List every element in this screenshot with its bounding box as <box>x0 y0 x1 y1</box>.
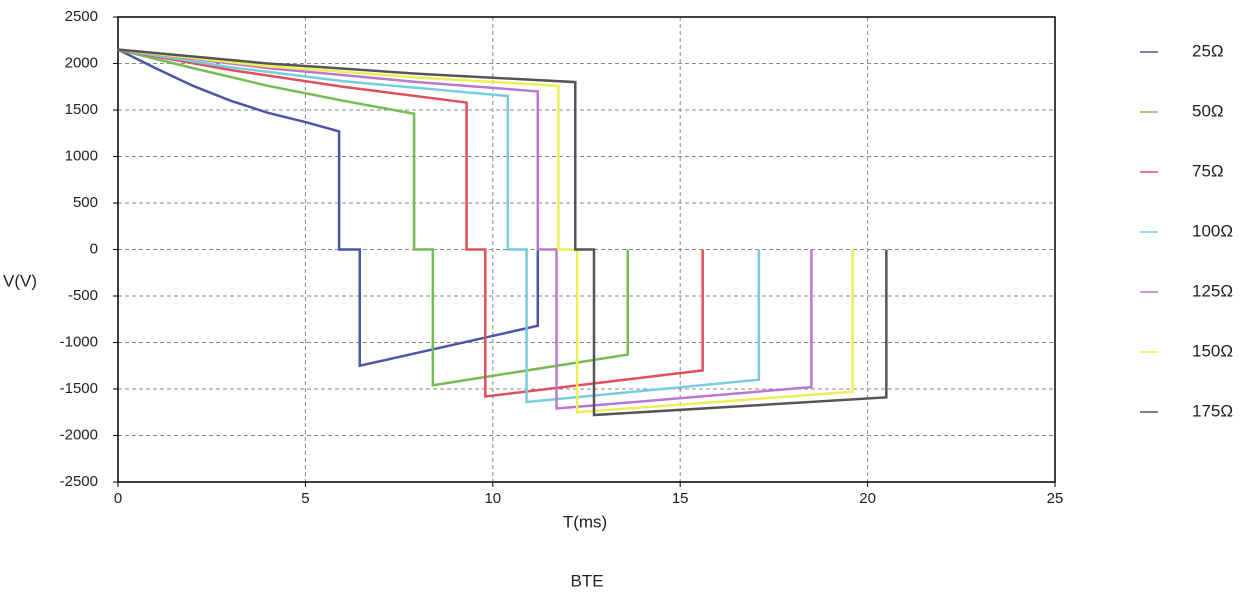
y-tick-label: 0 <box>90 240 98 257</box>
y-tick-label: -500 <box>68 287 98 304</box>
series-line <box>117 48 854 414</box>
x-tick-label: 10 <box>484 490 501 507</box>
y-tick-label: -1500 <box>60 380 98 397</box>
y-tick-label: 2000 <box>65 54 98 71</box>
series-line <box>117 48 888 417</box>
legend-label: 150Ω <box>1192 341 1233 360</box>
legend-label: 175Ω <box>1192 401 1233 420</box>
y-tick-label: 2500 <box>65 8 98 25</box>
legend-label: 100Ω <box>1192 221 1233 240</box>
y-tick-label: -2000 <box>60 426 98 443</box>
x-tick-label: 25 <box>1047 490 1064 507</box>
legend-label: 50Ω <box>1192 101 1224 120</box>
x-tick-label: 0 <box>114 490 122 507</box>
y-tick-label: -2500 <box>60 473 98 490</box>
y-tick-label: 500 <box>73 194 98 211</box>
series-line <box>117 48 704 398</box>
x-tick-label: 15 <box>672 490 689 507</box>
series-line <box>117 48 629 387</box>
y-tick-label: -1000 <box>60 333 98 350</box>
y-tick-label: 1000 <box>65 147 98 164</box>
series-line <box>117 48 813 410</box>
legend-label: 75Ω <box>1192 161 1224 180</box>
series-line <box>117 48 540 368</box>
y-axis-label: V(V) <box>3 271 37 290</box>
x-tick-label: 5 <box>301 490 309 507</box>
series-line <box>117 48 761 404</box>
x-tick-label: 20 <box>859 490 876 507</box>
plot-frame <box>117 16 1056 483</box>
y-tick-label: 1500 <box>65 101 98 118</box>
legend-label: 125Ω <box>1192 281 1233 300</box>
caption: BTE <box>570 571 603 590</box>
x-axis-label: T(ms) <box>563 512 607 531</box>
legend-label: 25Ω <box>1192 41 1224 60</box>
